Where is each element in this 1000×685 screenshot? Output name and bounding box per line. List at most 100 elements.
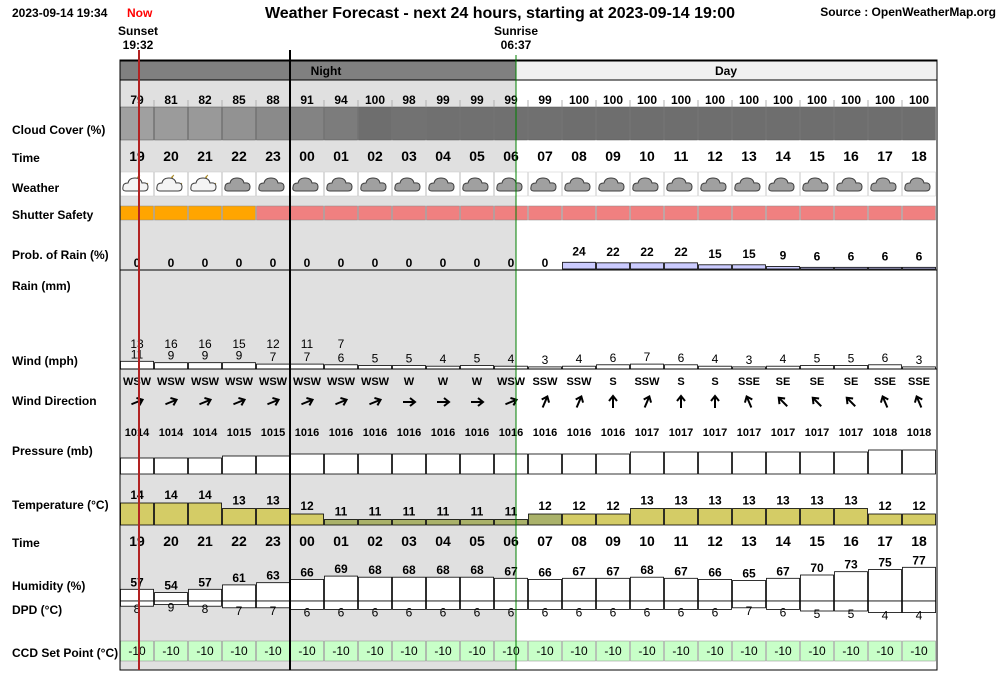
cloud-cover-bar [868,106,902,141]
pressure-value: 1017 [703,427,727,439]
humidity-bar [664,577,698,602]
pressure-bar [188,457,222,475]
ccd-set-point-cell [494,640,528,662]
pressure-value: 1016 [329,427,353,439]
cloud-cover-value: 81 [164,93,178,107]
pressure-bar [528,453,562,475]
rain-probability-value: 6 [848,249,855,263]
pressure-value: 1014 [125,427,150,439]
time-label: 22 [231,148,247,164]
cloud-icon [598,177,625,192]
cloud-cover-bar [222,106,256,141]
cloud-cover-value: 100 [705,93,725,107]
dpd-value: 6 [576,605,583,619]
humidity-bar [834,571,868,602]
pressure-value: 1017 [805,427,829,439]
time-label-2: 18 [911,533,927,549]
cloud-cover-value: 100 [739,93,759,107]
wind-direction-label: WSW [123,376,152,388]
time-label: 21 [197,148,213,164]
wind-speed-value: 6 [338,351,345,365]
wind-arrow-icon [369,396,383,406]
cloud-cover-value: 100 [909,93,929,107]
humidity-bar [290,579,324,602]
cloud-icon [564,177,591,192]
pressure-bar [324,453,358,475]
dpd-bar [732,600,766,609]
dpd-bar [188,600,222,607]
dpd-value: 6 [610,605,617,619]
wind-bar [358,365,392,370]
temperature-value: 14 [198,488,212,502]
pressure-value: 1017 [771,427,795,439]
wind-direction-label: SSE [738,376,760,388]
wind-direction-label: SSE [874,376,896,388]
ccd-set-point-cell [868,640,902,662]
time-label: 14 [775,148,791,164]
rain-probability-bar [766,266,800,270]
time-label: 17 [877,148,893,164]
humidity-value: 68 [402,563,416,577]
timestamp: 2023-09-14 19:34 [12,6,108,20]
temperature-value: 13 [742,494,756,508]
ccd-set-point-value: -10 [774,644,792,658]
humidity-value: 68 [470,563,484,577]
temperature-bar [392,519,426,526]
wind-direction-label: W [404,376,415,388]
time-label: 18 [911,148,927,164]
wind-arrow-icon [845,396,856,407]
shutter-safety-cell [596,205,630,221]
cloud-cover-bar [494,106,528,141]
humidity-value: 73 [844,558,858,572]
pressure-bar [664,451,698,475]
dpd-value: 6 [440,605,447,619]
shutter-safety-cell [460,205,494,221]
cloud-cover-bar [664,106,698,141]
sunset-time: 19:32 [123,38,154,52]
shutter-safety-cell [426,205,460,221]
pressure-value: 1016 [465,427,489,439]
time-label-2: 00 [299,533,315,549]
time-label: 05 [469,148,485,164]
wind-arrow-icon [505,396,519,406]
rain-probability-value: 15 [708,247,722,261]
wind-direction-label: WSW [225,376,254,388]
dpd-value: 6 [474,605,481,619]
cloud-cover-bar [154,106,188,141]
humidity-bar [698,579,732,602]
ccd-set-point-cell [834,640,868,662]
rain-probability-value: 0 [304,256,311,270]
temperature-value: 13 [266,494,280,508]
wind-speed-value: 7 [644,350,651,364]
time-label-2: 07 [537,533,553,549]
pressure-bar [630,451,664,475]
cloud-cover-bar [834,106,868,141]
ccd-set-point-value: -10 [468,644,486,658]
row-label-time-2: Time [12,536,40,550]
wind-arrow-icon [676,394,686,408]
rain-probability-value: 0 [236,256,243,270]
cloud-cover-bar [426,106,460,141]
time-label-2: 14 [775,533,791,549]
humidity-value: 66 [538,565,552,579]
time-label-2: 02 [367,533,383,549]
cloud-icon [394,177,421,192]
temperature-value: 11 [369,505,382,519]
temperature-bar [766,508,800,526]
humidity-bar [800,574,834,602]
humidity-value: 67 [504,564,518,578]
shutter-safety-cell [630,205,664,221]
humidity-bar [188,588,222,602]
shutter-safety-cell [562,205,596,221]
temperature-bar [460,519,494,526]
dpd-bar [800,600,834,612]
cloud-cover-value: 99 [436,93,450,107]
shutter-safety-cell [358,205,392,221]
dpd-value: 6 [780,605,787,619]
time-label-2: 09 [605,533,621,549]
humidity-value: 77 [912,553,926,567]
wind-speed-value: 5 [474,352,481,366]
cloud-cover-value: 100 [671,93,691,107]
rain-probability-bar [800,266,834,270]
humidity-bar [868,569,902,602]
